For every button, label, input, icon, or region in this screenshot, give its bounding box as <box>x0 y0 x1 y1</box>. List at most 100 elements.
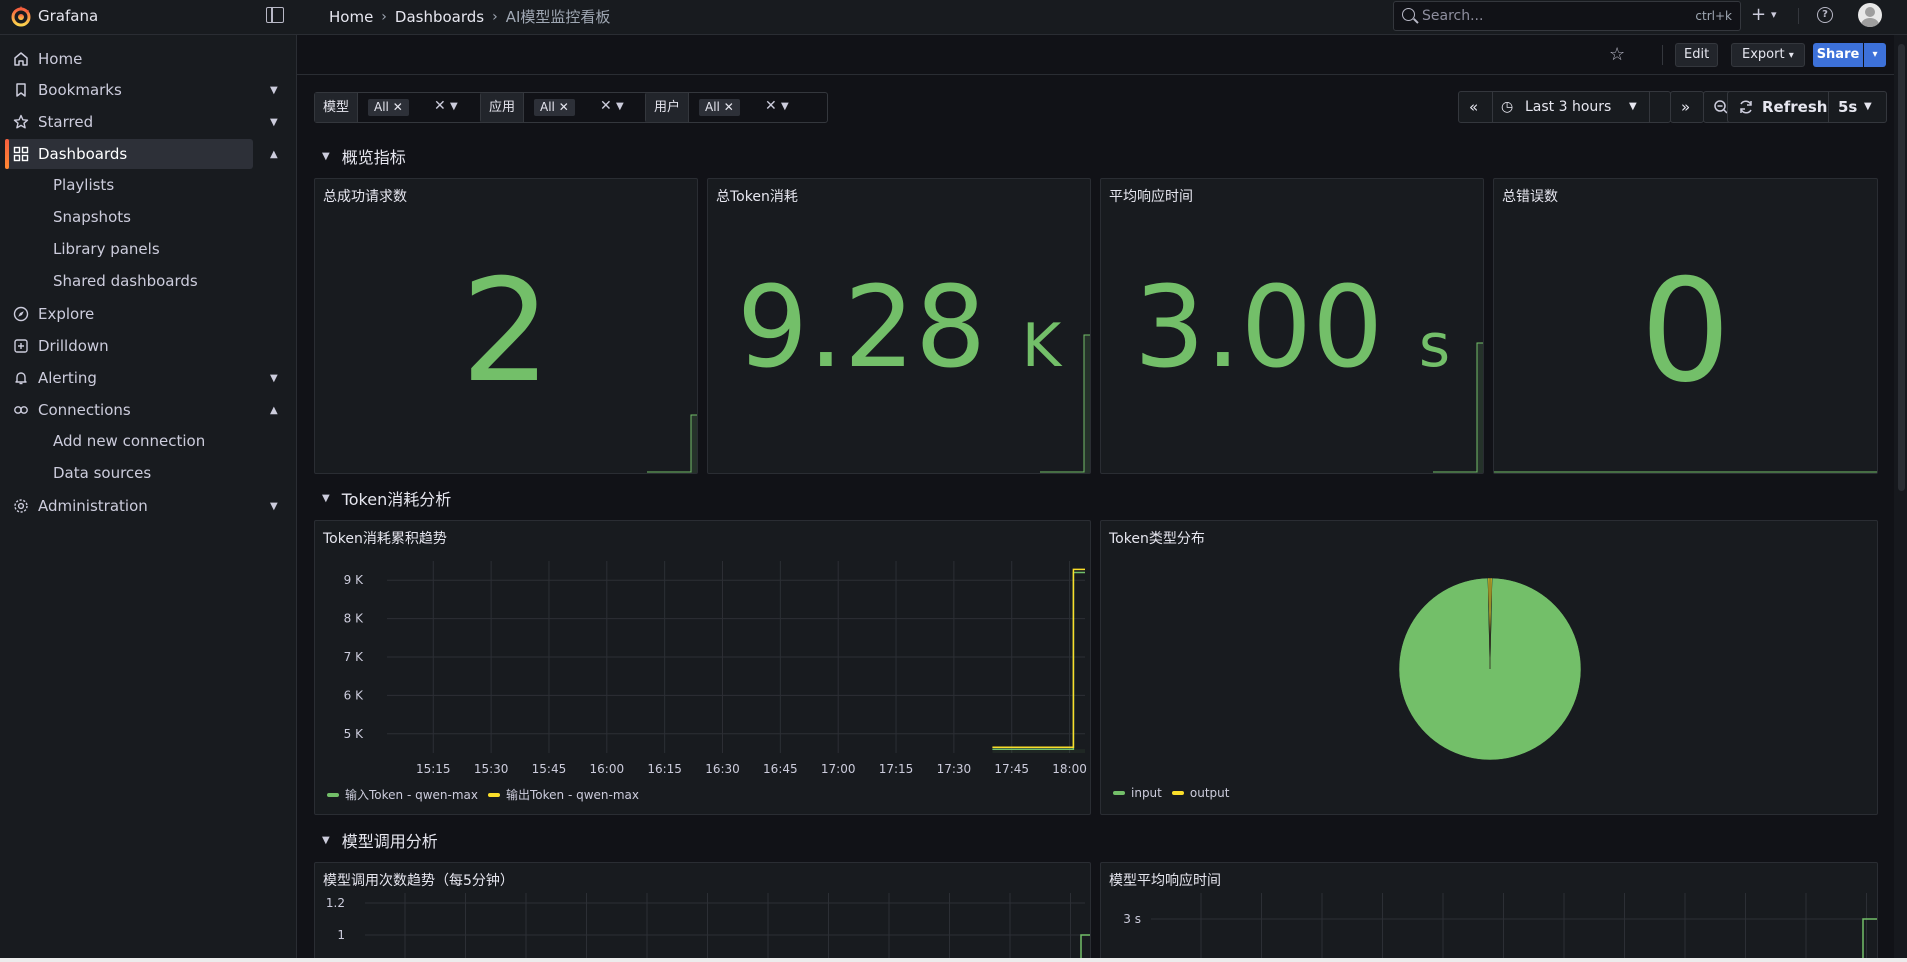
stat-panel-errors[interactable]: 总错误数 0 <box>1493 178 1878 474</box>
legend-item[interactable]: 输出Token - qwen-max <box>488 786 639 803</box>
breadcrumb-home[interactable]: Home <box>329 7 374 26</box>
clear-icon[interactable]: ✕ <box>434 98 446 114</box>
chevron-right-icon: › <box>381 8 387 25</box>
export-button[interactable]: Export ▾ <box>1731 43 1805 67</box>
sidebar-item-add-new-connection[interactable]: Add new connection <box>53 432 206 450</box>
sidebar-item-explore[interactable]: Explore <box>0 299 297 329</box>
variable-select[interactable]: All ✕ ✕ ▼ <box>358 93 496 122</box>
close-icon[interactable]: ✕ <box>723 100 734 114</box>
row-title: 概览指标 <box>341 148 406 167</box>
row-token[interactable]: ▼ Token消耗分析 <box>322 486 451 510</box>
chevron-down-icon: ▾ <box>1788 50 1794 61</box>
sidebar-item-home[interactable]: Home <box>0 44 297 74</box>
variable-chip[interactable]: All ✕ <box>699 99 740 116</box>
sidebar-item-shared-dashboards[interactable]: Shared dashboards <box>53 272 198 290</box>
refresh-interval[interactable]: 5s <box>1838 98 1858 116</box>
sidebar-item-connections[interactable]: Connections ▲ <box>0 395 297 425</box>
y-tick-label: 9 K <box>344 573 364 587</box>
brand-name[interactable]: Grafana <box>38 7 99 25</box>
avatar[interactable] <box>1858 3 1882 27</box>
legend-label: output <box>1189 786 1230 800</box>
legend-item[interactable]: input <box>1113 786 1162 800</box>
time-forward[interactable]: » <box>1670 91 1704 123</box>
chevron-down-icon[interactable]: ▼ <box>616 101 624 112</box>
variable-user: 用户 All ✕ ✕ ▼ <box>645 92 829 123</box>
variable-select[interactable]: All ✕ ✕ ▼ <box>524 93 662 122</box>
variable-chip[interactable]: All ✕ <box>368 99 409 116</box>
chevron-down-icon[interactable]: ▼ <box>781 101 789 112</box>
chevron-up-icon[interactable]: ▲ <box>270 148 278 160</box>
refresh-button[interactable]: Refresh <box>1762 98 1828 116</box>
chevron-down-icon[interactable]: ▼ <box>1864 101 1872 112</box>
top-bar: Grafana Home › Dashboards › AI模型监控看板 Sea… <box>0 0 1907 35</box>
sidebar-item-alerting[interactable]: Alerting ▼ <box>0 363 297 393</box>
chevron-down-icon[interactable]: ▼ <box>1629 101 1637 112</box>
panel-title: Token消耗累积趋势 <box>323 531 447 547</box>
help-icon[interactable]: ? <box>1817 7 1833 23</box>
chevron-down-icon[interactable]: ▼ <box>270 116 278 128</box>
panel-token-trend[interactable]: Token消耗累积趋势 5 K 6 K 7 K 8 K 9 K 15:15 15:30 15:… <box>314 520 1091 815</box>
stat-panel-latency[interactable]: 平均响应时间 3.00 s <box>1100 178 1484 474</box>
panel-model-latency[interactable]: 模型平均响应时间 3 s <box>1100 862 1878 962</box>
variable-chip[interactable]: All ✕ <box>534 99 575 116</box>
grafana-logo-icon[interactable] <box>10 5 32 27</box>
sidebar-item-playlists[interactable]: Playlists <box>53 176 115 194</box>
panel-title: 模型平均响应时间 <box>1109 873 1221 889</box>
sidebar-item-data-sources[interactable]: Data sources <box>53 464 152 482</box>
stat-panel-success[interactable]: 总成功请求数 2 <box>314 178 698 474</box>
sidebar-item-label: Explore <box>38 305 95 323</box>
chevron-down-icon[interactable]: ▾ <box>1864 43 1886 67</box>
search-input[interactable]: Search... ctrl+k <box>1393 1 1741 31</box>
row-overview[interactable]: ▼ 概览指标 <box>322 144 406 168</box>
legend-item[interactable]: 输入Token - qwen-max <box>327 786 478 803</box>
sidebar-item-snapshots[interactable]: Snapshots <box>53 208 131 226</box>
chevrons-right-icon[interactable]: » <box>1681 98 1691 116</box>
sparkline <box>1494 471 1877 473</box>
x-tick-label: 18:00 <box>1052 762 1087 776</box>
edit-button[interactable]: Edit <box>1675 43 1719 67</box>
clear-icon[interactable]: ✕ <box>600 98 612 114</box>
stat-panel-token[interactable]: 总Token消耗 9.28 K <box>707 178 1091 474</box>
star-icon[interactable]: ☆ <box>1609 44 1626 65</box>
chart-legend: 输入Token - qwen-max 输出Token - qwen-max <box>327 786 639 803</box>
x-tick-label: 15:30 <box>474 762 509 776</box>
plus-icon[interactable]: + <box>1751 4 1767 25</box>
x-tick-label: 16:15 <box>647 762 682 776</box>
breadcrumb-dashboards[interactable]: Dashboards <box>394 7 485 26</box>
variable-select[interactable]: All ✕ ✕ ▼ <box>689 93 827 122</box>
time-range[interactable]: Last 3 hours <box>1525 99 1612 115</box>
token-trend-chart: 5 K 6 K 7 K 8 K 9 K 15:15 15:30 15:45 16:00 16:15… <box>344 561 1087 776</box>
close-icon[interactable]: ✕ <box>392 100 403 114</box>
panel-model-calls[interactable]: 模型调用次数趋势（每5分钟） 1.2 1 <box>314 862 1091 962</box>
divider <box>1649 92 1650 122</box>
sidebar-item-starred[interactable]: Starred ▼ <box>0 107 297 137</box>
chevron-down-icon[interactable]: ▼ <box>270 500 278 512</box>
series-line <box>1080 934 1090 962</box>
sidebar-item-administration[interactable]: Administration ▼ <box>0 491 297 521</box>
close-icon[interactable]: ✕ <box>558 100 569 114</box>
sidebar-item-dashboards[interactable]: Dashboards ▲ <box>5 139 278 169</box>
sidebar-item-library-panels[interactable]: Library panels <box>53 240 160 258</box>
row-model[interactable]: ▼ 模型调用分析 <box>322 828 438 852</box>
chevron-down-icon[interactable]: ▼ <box>270 84 278 96</box>
y-tick-label: 7 K <box>344 650 364 664</box>
legend-item[interactable]: output <box>1171 786 1230 800</box>
scrollbar-thumb[interactable] <box>1898 44 1905 491</box>
model-latency-chart: 3 s <box>1123 893 1877 962</box>
sidebar-item-bookmarks[interactable]: Bookmarks ▼ <box>0 75 297 105</box>
dock-menu-icon[interactable] <box>266 7 284 23</box>
chevron-down-icon[interactable]: ▼ <box>270 372 278 384</box>
sidebar-item-drilldown[interactable]: Drilldown <box>0 331 297 361</box>
variable-app: 应用 All ✕ ✕ ▼ <box>480 92 664 123</box>
clear-icon[interactable]: ✕ <box>765 98 777 114</box>
drilldown-icon <box>14 339 28 353</box>
chevron-down-icon: ▼ <box>322 834 330 846</box>
sidebar-item-label: Bookmarks <box>38 81 122 99</box>
stat-number: 3.00 <box>1133 263 1384 393</box>
chevron-down-icon[interactable]: ▼ <box>450 101 458 112</box>
chevrons-left-icon[interactable]: « <box>1469 98 1479 116</box>
chevron-up-icon[interactable]: ▲ <box>270 404 278 416</box>
chevron-down-icon[interactable]: ▾ <box>1771 8 1777 21</box>
panel-token-type[interactable]: Token类型分布 input output <box>1100 520 1878 815</box>
share-button[interactable]: Share <box>1813 43 1863 67</box>
